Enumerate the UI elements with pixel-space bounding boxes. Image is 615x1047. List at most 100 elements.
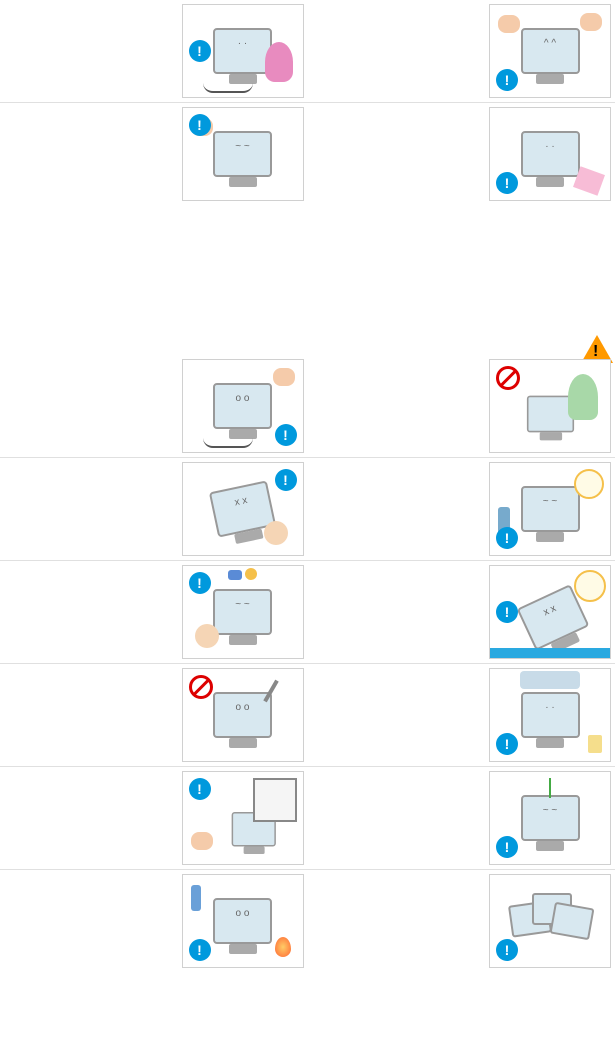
info-badge-icon: ! bbox=[496, 733, 518, 755]
info-badge-icon: ! bbox=[275, 424, 297, 446]
cable-icon bbox=[203, 436, 253, 448]
monitor-icon: ^ ^ bbox=[521, 28, 580, 74]
monitor-icon bbox=[550, 902, 595, 940]
info-badge-icon: ! bbox=[189, 939, 211, 961]
illus-no-multi-stack: ! bbox=[489, 874, 611, 968]
edge-icon bbox=[490, 648, 610, 658]
illus-no-pull-cable: ~ ~ ! bbox=[489, 771, 611, 865]
info-badge-icon: ! bbox=[496, 172, 518, 194]
hand-icon bbox=[191, 832, 213, 850]
cable-up-icon bbox=[549, 778, 551, 798]
info-badge-icon: ! bbox=[189, 40, 211, 62]
monitor-face: o o bbox=[236, 908, 250, 919]
monitor-face: o o bbox=[236, 393, 250, 404]
cell-right: ~ ~ ! bbox=[308, 458, 615, 560]
monitor-icon: ~ ~ bbox=[521, 486, 580, 532]
cloth-icon bbox=[573, 166, 605, 196]
cell-left: o o ! bbox=[0, 870, 308, 972]
cell-right: · · ! bbox=[308, 103, 615, 205]
hand-icon bbox=[498, 15, 520, 33]
cell-left: ~ ~ ! bbox=[0, 103, 308, 205]
monitor-face: ~ ~ bbox=[543, 805, 557, 816]
info-badge-icon: ! bbox=[496, 69, 518, 91]
monitor-face: · · bbox=[238, 38, 247, 49]
prohibit-badge-icon bbox=[496, 366, 520, 390]
cell-right: ^ ^ ! bbox=[308, 0, 615, 102]
illus-stable-surface: x x ! bbox=[489, 565, 611, 659]
cell-right: ! bbox=[308, 870, 615, 972]
monitor-face: · · bbox=[545, 702, 554, 713]
illus-keep-packaging: · · ! bbox=[489, 668, 611, 762]
spray-can-icon bbox=[191, 885, 201, 911]
info-badge-icon: ! bbox=[496, 527, 518, 549]
monitor-icon: · · bbox=[213, 28, 272, 74]
illus-no-sharp-objects: o o bbox=[182, 668, 304, 762]
monitor-face: ^ ^ bbox=[544, 38, 556, 49]
row: o o ! bbox=[0, 355, 615, 458]
section-divider bbox=[0, 265, 615, 355]
info-badge-icon: ! bbox=[496, 601, 518, 623]
section-other: o o ! x x ! ~ ~ bbox=[0, 355, 615, 972]
cell-right: · · ! bbox=[308, 664, 615, 766]
detail-circle-icon bbox=[574, 469, 604, 499]
monitor-face: x x bbox=[541, 603, 557, 618]
illus-gas-leak-ventilate: ! bbox=[182, 771, 304, 865]
illus-authorized-service bbox=[489, 359, 611, 453]
info-badge-icon: ! bbox=[496, 939, 518, 961]
prohibit-badge-icon bbox=[189, 675, 213, 699]
monitor-icon: · · bbox=[521, 692, 580, 738]
illus-no-direct-spray: ^ ^ ! bbox=[489, 4, 611, 98]
cell-left: o o ! bbox=[0, 355, 308, 457]
monitor-face: ~ ~ bbox=[235, 141, 249, 152]
technician-icon bbox=[568, 374, 598, 420]
info-badge-icon: ! bbox=[189, 778, 211, 800]
hand-icon bbox=[273, 368, 295, 386]
cell-right bbox=[308, 355, 615, 457]
baby-icon bbox=[195, 624, 219, 648]
cell-left: · · ! bbox=[0, 0, 308, 102]
detail-circle-icon bbox=[574, 570, 606, 602]
person-icon bbox=[265, 42, 293, 82]
desiccant-icon bbox=[588, 735, 602, 753]
monitor-face: ~ ~ bbox=[543, 496, 557, 507]
cable-icon bbox=[203, 81, 253, 93]
info-badge-icon: ! bbox=[275, 469, 297, 491]
monitor-icon: o o bbox=[213, 898, 272, 944]
monitor-face: · · bbox=[545, 141, 554, 152]
row: ! ~ ~ ! bbox=[0, 767, 615, 870]
row: x x ! ~ ~ ! bbox=[0, 458, 615, 561]
cell-left: ! bbox=[0, 767, 308, 869]
row: · · ! ^ ^ ! bbox=[0, 0, 615, 103]
monitor-icon: · · bbox=[521, 131, 580, 177]
info-badge-icon: ! bbox=[189, 572, 211, 594]
monitor-icon: ~ ~ bbox=[213, 131, 272, 177]
flame-icon bbox=[275, 937, 291, 957]
hand-icon bbox=[580, 13, 602, 31]
illus-ventilation: ~ ~ ! bbox=[489, 462, 611, 556]
monitor-icon: ~ ~ bbox=[213, 589, 272, 635]
monitor-face: o o bbox=[236, 702, 250, 713]
illus-no-flammables: o o ! bbox=[182, 874, 304, 968]
row: o o ! ! bbox=[0, 870, 615, 972]
cell-left: x x ! bbox=[0, 458, 308, 560]
row: ~ ~ ! x x ! bbox=[0, 561, 615, 664]
info-badge-icon: ! bbox=[189, 114, 211, 136]
cell-right: ~ ~ ! bbox=[308, 767, 615, 869]
illus-unplug-before-clean: · · ! bbox=[182, 4, 304, 98]
monitor-face: x x bbox=[234, 495, 249, 508]
box-icon bbox=[520, 671, 580, 689]
illus-cleaning-cloth: · · ! bbox=[489, 107, 611, 201]
illus-no-toys-on-top: ~ ~ ! bbox=[182, 565, 304, 659]
row: ~ ~ ! · · ! bbox=[0, 103, 615, 205]
cell-left: o o bbox=[0, 664, 308, 766]
toy-ball-icon bbox=[245, 568, 257, 580]
monitor-icon bbox=[526, 396, 573, 433]
cell-right: x x ! bbox=[308, 561, 615, 663]
cell-left: ~ ~ ! bbox=[0, 561, 308, 663]
illus-keep-from-children: x x ! bbox=[182, 462, 304, 556]
illus-soft-cloth: ~ ~ ! bbox=[182, 107, 304, 201]
baby-icon bbox=[264, 521, 288, 545]
monitor-icon: ~ ~ bbox=[521, 795, 580, 841]
section-cleaning: · · ! ^ ^ ! ~ ~ ! · · bbox=[0, 0, 615, 205]
window-icon bbox=[253, 778, 297, 822]
